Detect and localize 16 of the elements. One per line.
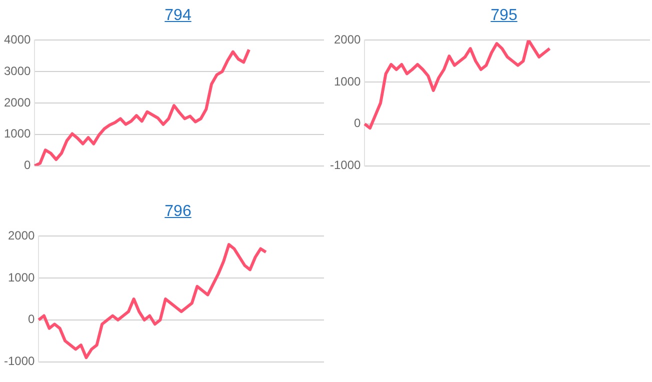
y-tick-label: 4000 [4, 32, 32, 47]
y-tick-label: 0 [24, 158, 32, 172]
y-tick-label: 1000 [334, 74, 362, 88]
y-tick-label: 0 [354, 116, 362, 130]
y-tick-label: 1000 [8, 270, 36, 284]
y-tick-label: 1000 [4, 126, 32, 141]
chart-title: 796 [164, 203, 192, 222]
chart-title: 794 [164, 7, 192, 26]
y-tick-label: 2000 [8, 228, 36, 243]
chart-title: 795 [490, 7, 518, 26]
y-tick-label: 2000 [334, 32, 362, 47]
y-tick-label: -1000 [330, 158, 362, 172]
y-tick-label: 0 [28, 312, 36, 326]
y-tick-label: 3000 [4, 64, 32, 78]
y-tick-label: -1000 [4, 354, 36, 368]
y-tick-label: 2000 [4, 95, 32, 110]
